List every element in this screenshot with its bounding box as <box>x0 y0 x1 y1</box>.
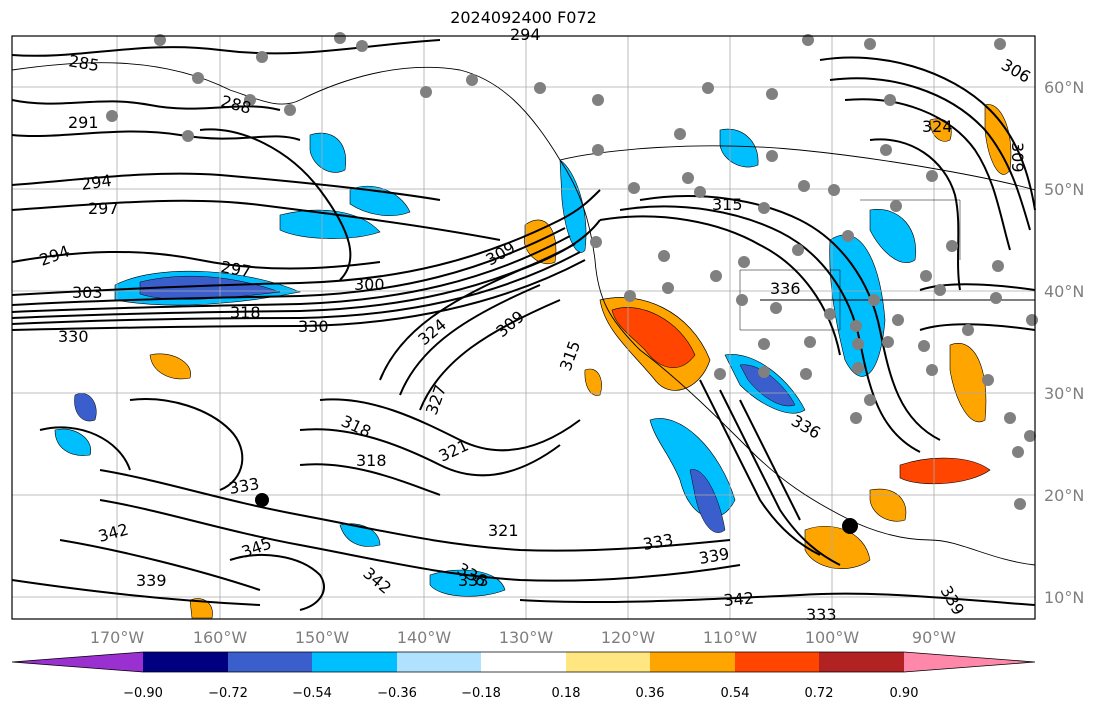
map-panel: 285 288 291 294 297 294 294 297 303 300 … <box>11 25 1038 624</box>
lat-label: 60°N <box>1044 78 1084 97</box>
contour-label: 297 <box>88 199 119 218</box>
lon-label: 100°W <box>805 628 860 647</box>
colorbar-tick: 0.90 <box>890 686 919 701</box>
colorbar-tick: 0.72 <box>805 686 834 701</box>
contour-lines <box>11 39 1036 611</box>
lon-label: 140°W <box>397 628 452 647</box>
lat-label: 50°N <box>1044 180 1084 199</box>
colorbar-segment <box>650 652 735 672</box>
contour-label: 330 <box>58 327 89 346</box>
lat-label: 10°N <box>1044 588 1084 607</box>
colorbar-tick: −0.72 <box>208 686 248 701</box>
colorbar-tick: −0.90 <box>123 686 163 701</box>
colorbar-ticks: −0.90 −0.72 −0.54 −0.36 −0.18 0.18 0.36 … <box>123 686 918 701</box>
colorbar: −0.90 −0.72 −0.54 −0.36 −0.18 0.18 0.36 … <box>11 651 1036 701</box>
contour-label: 321 <box>488 521 519 540</box>
colorbar-segment <box>481 652 566 672</box>
contour-label: 300 <box>354 275 385 294</box>
lon-label: 90°W <box>912 628 956 647</box>
contour-label: 333 <box>806 605 837 624</box>
colorbar-tick: 0.18 <box>552 686 581 701</box>
station-dots <box>106 32 1038 510</box>
lat-label: 40°N <box>1044 282 1084 301</box>
colorbar-tick: −0.36 <box>377 686 417 701</box>
lon-label: 160°W <box>193 628 248 647</box>
colorbar-segment <box>819 652 904 672</box>
contour-label: 315 <box>712 195 743 214</box>
lon-label: 120°W <box>601 628 656 647</box>
lat-axis-labels: 60°N 50°N 40°N 30°N 20°N 10°N <box>1044 78 1084 607</box>
contour-label: 309 <box>1008 142 1027 173</box>
contour-label: 336 <box>770 279 801 298</box>
contour-label: 339 <box>136 571 167 590</box>
colorbar-segment <box>735 652 819 672</box>
contour-label: 318 <box>356 451 387 470</box>
lat-label: 30°N <box>1044 384 1084 403</box>
colorbar-tick: −0.18 <box>461 686 501 701</box>
typhoon-marker <box>255 493 269 507</box>
lat-label: 20°N <box>1044 486 1084 505</box>
lon-label: 110°W <box>703 628 758 647</box>
contour-label: 291 <box>68 113 99 132</box>
lon-label: 170°W <box>90 628 145 647</box>
lon-label: 130°W <box>499 628 554 647</box>
contour-label: 294 <box>80 171 113 194</box>
colorbar-segment <box>312 652 397 672</box>
colorbar-tick: 0.36 <box>636 686 665 701</box>
contour-label: 330 <box>298 317 329 336</box>
contour-label: 303 <box>72 283 103 302</box>
colorbar-tick: −0.54 <box>292 686 332 701</box>
shaded-fields <box>54 104 1012 619</box>
lon-label: 150°W <box>295 628 350 647</box>
contour-label: 333 <box>458 571 489 590</box>
colorbar-segment <box>228 652 312 672</box>
colorbar-segment <box>12 652 143 672</box>
map-title: 2024092400 F072 <box>450 8 597 27</box>
colorbar-segment <box>904 652 1035 672</box>
colorbar-segment <box>566 652 650 672</box>
colorbar-tick: 0.54 <box>721 686 750 701</box>
colorbar-segment <box>397 652 481 672</box>
contour-label: 324 <box>922 117 953 136</box>
storm-marker <box>842 518 858 534</box>
contour-label: 318 <box>230 303 261 322</box>
lon-axis-labels: 170°W 160°W 150°W 140°W 130°W 120°W 110°… <box>90 628 956 647</box>
contour-label: 342 <box>723 588 755 610</box>
contour-label: 294 <box>510 25 541 44</box>
colorbar-segment <box>143 652 228 672</box>
